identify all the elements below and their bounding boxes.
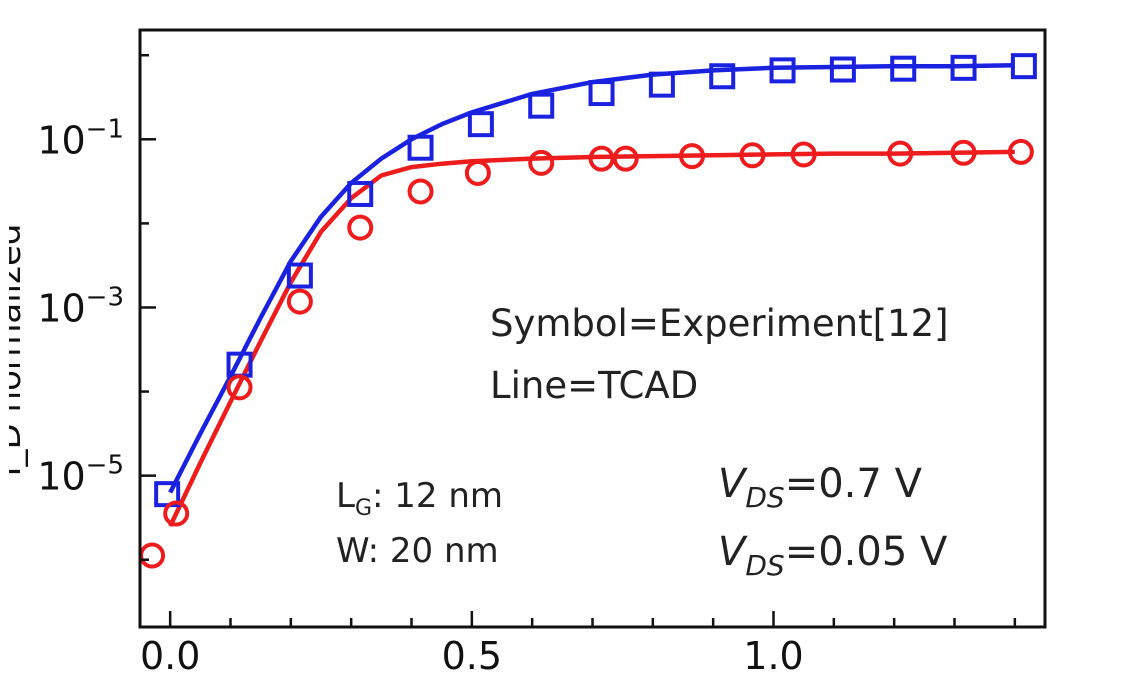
experiment-circle-point (790, 141, 817, 168)
experiment-circle-point (588, 145, 615, 172)
tcad-line-vds-high (168, 63, 1015, 494)
experiment-square-point (528, 92, 555, 119)
vds-high-prefix: V (718, 461, 748, 507)
gate-length-prefix: L (336, 476, 355, 516)
axes: 0.0 0.5 1.0 10−1 10−3 10−5 (37, 28, 1047, 677)
experiment-circle-point (464, 159, 491, 186)
vds-low-subscript: DS (745, 549, 784, 582)
plot-area (139, 53, 1037, 569)
experiment-square-point (950, 54, 977, 81)
annotation-vds-high: VDS=0.7 V (718, 461, 923, 514)
annotation-symbol-experiment: Symbol=Experiment[12] (490, 302, 949, 345)
experiment-square-point (407, 134, 434, 161)
experiment-circle-point (950, 139, 977, 166)
gate-length-value: : 12 nm (372, 476, 503, 516)
experiment-circle-point (739, 142, 766, 169)
vds-high-value: =0.7 V (785, 461, 923, 507)
experiment-square-point (286, 262, 313, 289)
gate-length-subscript: G (355, 496, 372, 521)
experiment-circle-point (612, 145, 639, 172)
y-tick-label: 10−3 (37, 282, 124, 330)
experiment-circle-point (286, 288, 313, 315)
legend-annotations: Symbol=Experiment[12] Line=TCAD LG: 12 n… (336, 302, 949, 582)
x-tick-label: 1.0 (743, 634, 803, 677)
experiment-square-point (467, 111, 494, 138)
experiment-square-point (648, 71, 675, 98)
annotation-width: W: 20 nm (336, 531, 499, 571)
experiment-circle-point (139, 542, 166, 569)
experiment-circle-point (528, 149, 555, 176)
experiment-circle-point (347, 214, 374, 241)
experiment-circle-point (226, 374, 253, 401)
experiment-circle-point (1007, 138, 1034, 165)
experiment-circle-point (887, 140, 914, 167)
x-tick-label: 0.5 (442, 634, 502, 677)
experiment-square-point (1010, 53, 1037, 80)
tcad-line-vds-low (168, 149, 1015, 528)
experiment-square-point (769, 57, 796, 84)
experiment-square-point (890, 55, 917, 82)
vds-low-prefix: V (718, 529, 748, 575)
experiment-square-point (588, 80, 615, 107)
experiment-circle-point (163, 500, 190, 527)
vds-high-subscript: DS (745, 481, 784, 514)
annotation-vds-low: VDS=0.05 V (718, 529, 948, 582)
y-label-mask (0, 0, 9, 677)
x-tick-label: 0.0 (140, 634, 200, 677)
vds-low-value: =0.05 V (785, 529, 948, 575)
experiment-square-point (829, 56, 856, 83)
experiment-square-point (709, 63, 736, 90)
y-tick-label: 10−5 (37, 451, 124, 499)
experiment-circle-point (679, 143, 706, 170)
experiment-square-point (347, 180, 374, 207)
annotation-line-tcad: Line=TCAD (490, 364, 698, 407)
experiment-circle-point (407, 178, 434, 205)
annotation-gate-length: LG: 12 nm (336, 476, 503, 521)
y-tick-label: 10−1 (37, 114, 124, 162)
